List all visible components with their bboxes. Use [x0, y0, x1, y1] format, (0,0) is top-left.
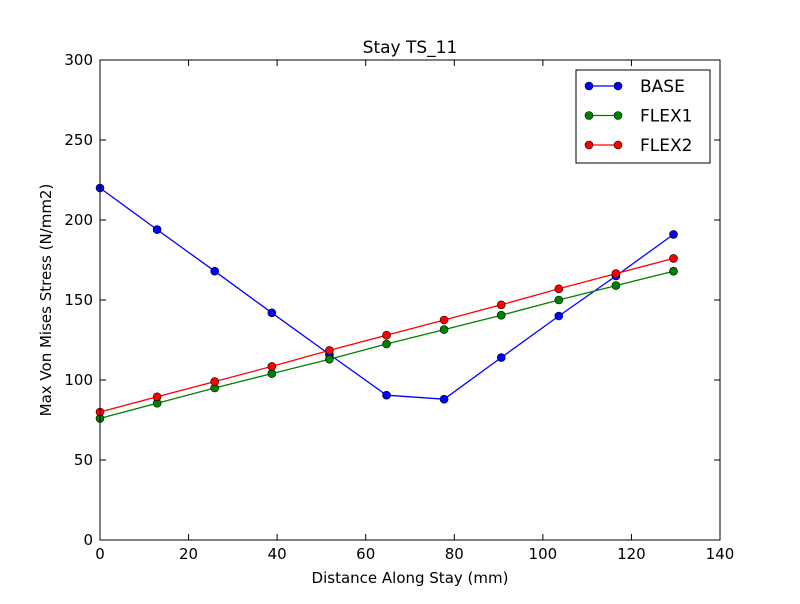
series-base — [95, 183, 678, 404]
data-point-flex2 — [267, 362, 277, 371]
legend-marker-flex2 — [584, 140, 594, 150]
data-point-flex2 — [611, 269, 621, 278]
legend-marker-base — [584, 81, 594, 91]
y-tick-label: 150 — [64, 291, 93, 309]
y-tick-label: 250 — [64, 131, 93, 149]
y-tick-label: 0 — [83, 531, 93, 549]
legend-marker-flex2 — [613, 140, 623, 150]
x-tick-label: 0 — [95, 545, 105, 563]
y-axis-label: Max Von Mises Stress (N/mm2) — [37, 184, 55, 417]
data-point-base — [554, 311, 564, 321]
data-point-flex2 — [152, 392, 162, 402]
series-flex2 — [95, 254, 678, 417]
x-tick-label: 60 — [356, 545, 375, 563]
data-point-flex1 — [669, 266, 678, 276]
data-point-base — [669, 230, 678, 239]
data-point-base — [382, 390, 391, 400]
y-tick-label: 300 — [64, 51, 93, 69]
legend-marker-flex1 — [584, 111, 594, 120]
legend: BASE FLEX1 FLEX2 — [575, 69, 711, 164]
data-point-flex1 — [382, 339, 391, 349]
data-point-flex1 — [554, 295, 564, 305]
data-point-base — [210, 266, 219, 276]
x-tick-label: 120 — [617, 545, 646, 563]
data-point-flex2 — [669, 254, 678, 263]
x-tick-label: 40 — [268, 545, 287, 563]
chart-title: Stay TS_11 — [363, 38, 458, 58]
data-point-flex1 — [496, 310, 506, 320]
y-tick-label: 100 — [64, 371, 93, 389]
data-point-base — [267, 308, 277, 318]
data-point-base — [152, 225, 162, 234]
data-point-flex1 — [439, 325, 449, 334]
data-point-base — [439, 394, 449, 404]
data-point-flex1 — [611, 281, 621, 290]
data-point-flex2 — [325, 346, 334, 355]
y-tick-label: 50 — [74, 451, 93, 469]
legend-label-flex1: FLEX1 — [640, 107, 692, 127]
data-point-flex2 — [554, 284, 564, 294]
data-point-base — [496, 353, 506, 362]
legend-label-base: BASE — [640, 77, 685, 97]
x-tick-label: 140 — [706, 545, 735, 563]
series-line-base — [99, 187, 674, 400]
legend-marker-flex1 — [613, 111, 623, 120]
data-point-flex1 — [267, 369, 277, 378]
data-point-flex2 — [439, 315, 449, 325]
y-tick-label: 200 — [64, 211, 93, 229]
legend-label-flex2: FLEX2 — [640, 136, 692, 156]
legend-marker-base — [613, 81, 623, 91]
data-point-flex2 — [210, 377, 219, 386]
data-point-flex2 — [382, 330, 391, 340]
x-axis-label: Distance Along Stay (mm) — [312, 569, 509, 587]
x-tick-label: 100 — [529, 545, 558, 563]
data-point-flex1 — [325, 354, 334, 364]
data-point-flex2 — [496, 300, 506, 310]
x-tick-label: 20 — [179, 545, 198, 563]
x-tick-label: 80 — [445, 545, 464, 563]
